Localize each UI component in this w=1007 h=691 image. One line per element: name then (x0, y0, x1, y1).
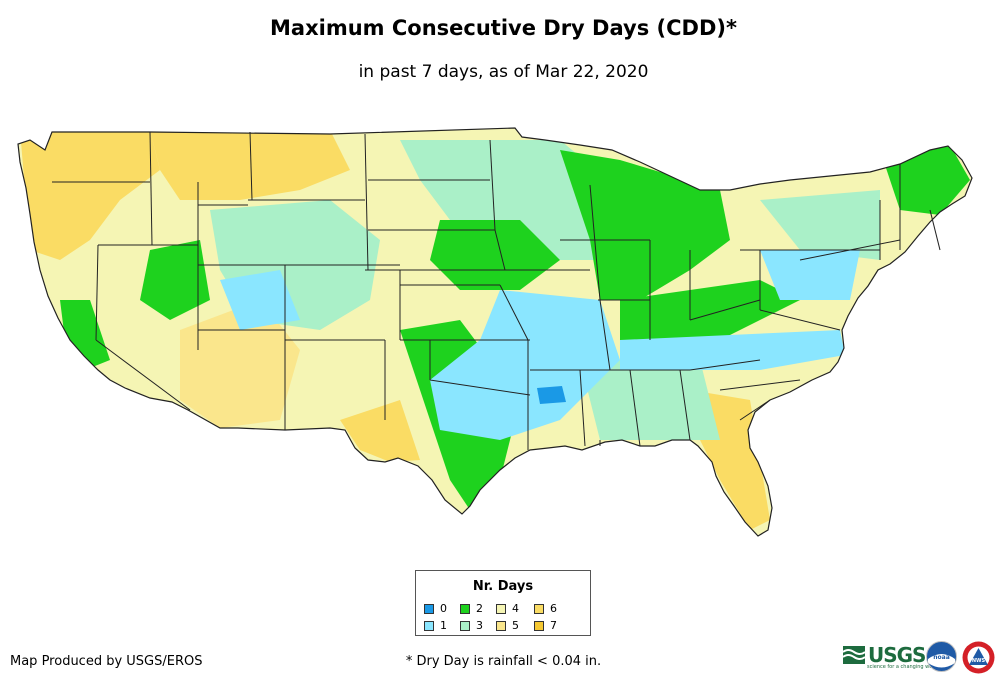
legend-label: 1 (440, 619, 447, 632)
usgs-wave-icon (843, 646, 865, 664)
state-boundary-line (719, 379, 801, 391)
legend-item-0: 0 (424, 602, 447, 615)
shade-northwest (20, 130, 160, 260)
legend-item-7: 7 (534, 619, 557, 632)
state-boundaries (52, 131, 941, 450)
shade-northeast (760, 190, 880, 260)
legend-label: 6 (550, 602, 557, 615)
shade-ohio-valley (620, 280, 800, 340)
legend: Nr. Days 0 1 2 3 4 5 6 7 (415, 570, 591, 636)
legend-swatch (534, 603, 544, 614)
legend-item-4: 4 (496, 602, 519, 615)
legend-label: 7 (550, 619, 557, 632)
state-boundary-line (689, 299, 761, 321)
legend-label: 4 (512, 602, 519, 615)
state-boundary-line (679, 369, 691, 441)
legend-swatch (534, 620, 544, 631)
shade-northern-rockies (150, 130, 350, 200)
state-boundary-line (799, 239, 901, 261)
shade-west-texas (340, 400, 420, 462)
legend-label: 0 (440, 602, 447, 615)
nws-logo: NWS (962, 641, 995, 674)
state-boundary-line (95, 339, 191, 411)
legend-label: 3 (476, 619, 483, 632)
nws-wordmark: NWS (972, 658, 986, 664)
noaa-logo: noaa (926, 641, 957, 672)
shade-north-plains (400, 140, 620, 260)
shade-mid-south (430, 290, 620, 440)
cdd-map (17, 127, 973, 537)
legend-label: 5 (512, 619, 519, 632)
shade-southeast (580, 360, 720, 440)
state-boundary-line (494, 229, 506, 271)
shade-southwest (180, 300, 300, 428)
legend-swatch (496, 603, 506, 614)
state-boundary-line (249, 131, 253, 201)
state-boundary-line (429, 379, 531, 396)
state-boundary-line (689, 359, 761, 371)
legend-item-1: 1 (424, 619, 447, 632)
usgs-tagline: science for a changing world (867, 664, 939, 670)
legend-swatch (424, 620, 434, 631)
state-boundary-line (364, 133, 369, 271)
legend-label: 2 (476, 602, 483, 615)
shade-colorado-west (220, 270, 300, 330)
legend-swatch (460, 603, 470, 614)
usgs-logo: USGS science for a changing world (843, 643, 939, 670)
legend-swatch (460, 620, 470, 631)
noaa-wordmark: noaa (933, 654, 950, 661)
state-boundary-line (95, 244, 99, 341)
state-boundary-line (929, 209, 941, 251)
legend-swatch (496, 620, 506, 631)
shade-pennsylvania (760, 250, 860, 300)
shade-california (60, 300, 110, 370)
map-credit: Map Produced by USGS/EROS (10, 654, 203, 669)
state-boundary-line (579, 369, 586, 447)
legend-item-5: 5 (496, 619, 519, 632)
shade-great-lakes (560, 150, 730, 300)
state-boundary-line (589, 184, 601, 301)
map-subtitle: in past 7 days, as of Mar 22, 2020 (358, 62, 649, 82)
legend-item-3: 3 (460, 619, 483, 632)
shade-midwest-band (430, 220, 560, 290)
legend-item-2: 2 (460, 602, 483, 615)
legend-title: Nr. Days (472, 579, 534, 594)
state-boundary-line (489, 139, 496, 231)
state-boundary-line (759, 309, 841, 331)
state-boundary-line (629, 369, 641, 447)
shade-arkansas-spot (537, 386, 566, 404)
shade-great-basin (140, 240, 210, 320)
state-boundary-line (599, 299, 611, 371)
state-boundary-line (149, 131, 153, 246)
map-title: Maximum Consecutive Dry Days (CDD)* (270, 16, 737, 40)
usgs-wordmark: USGS (868, 643, 926, 667)
legend-item-6: 6 (534, 602, 557, 615)
shade-tennessee-band (620, 330, 845, 370)
state-boundary-line (499, 284, 529, 341)
dry-day-footnote: * Dry Day is rainfall < 0.04 in. (405, 654, 602, 669)
legend-swatch (424, 603, 434, 614)
